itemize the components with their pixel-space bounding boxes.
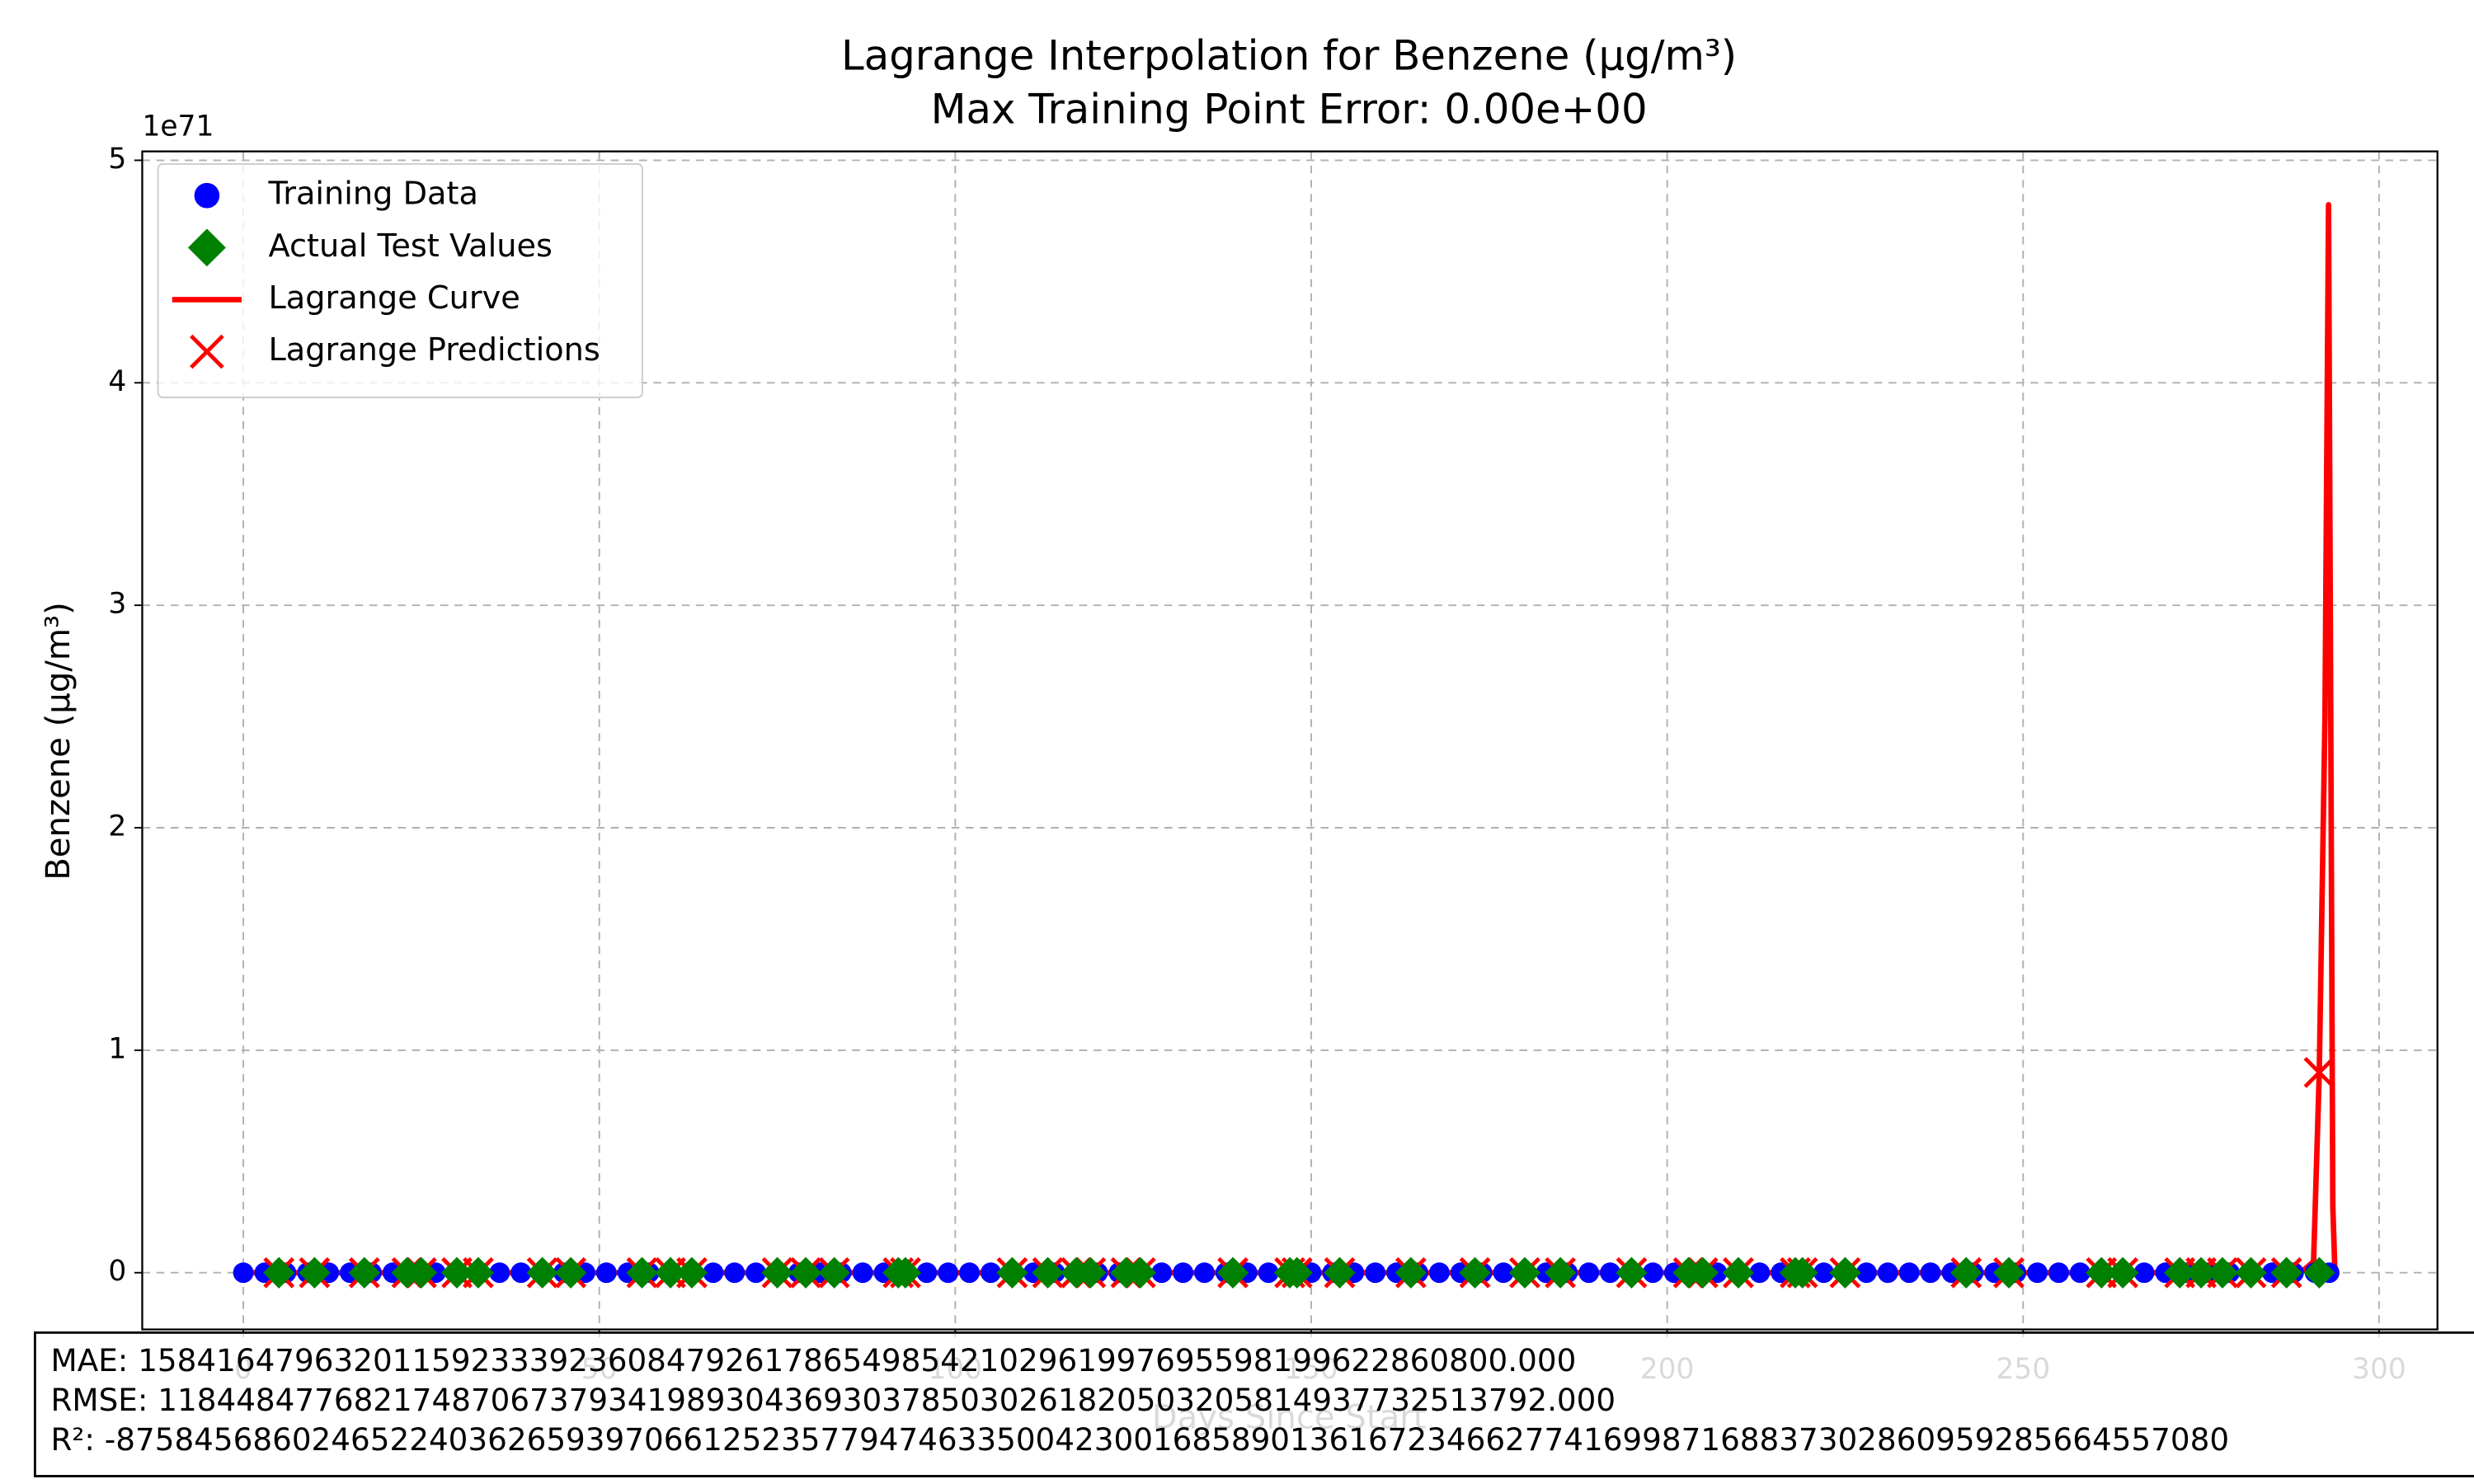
legend-box: [157, 162, 643, 398]
training-point: [1173, 1262, 1194, 1284]
test-point: [405, 1256, 438, 1289]
test-point: [348, 1256, 380, 1289]
test-point: [2303, 1256, 2335, 1289]
training-point: [852, 1262, 873, 1284]
training-point: [724, 1262, 745, 1284]
test-point: [1992, 1256, 2025, 1289]
test-point: [1616, 1256, 1648, 1289]
training-point: [1194, 1262, 1215, 1284]
test-point: [1075, 1256, 1107, 1289]
training-point: [595, 1262, 617, 1284]
test-point: [2086, 1256, 2118, 1289]
training-point: [1578, 1262, 1600, 1284]
training-point: [1856, 1262, 1877, 1284]
test-point: [1950, 1256, 1982, 1289]
y-offset-label: 1e71: [142, 110, 214, 143]
legend-marker: [190, 334, 224, 369]
prediction-point: [2303, 1056, 2335, 1088]
training-point: [981, 1262, 1001, 1284]
test-point: [889, 1256, 922, 1289]
training-point: [1600, 1262, 1620, 1284]
test-point: [1124, 1256, 1156, 1289]
training-point: [1642, 1262, 1663, 1284]
test-point: [1722, 1256, 1755, 1289]
training-point: [938, 1262, 959, 1284]
legend-label: Training Data: [268, 176, 478, 213]
training-point: [959, 1262, 981, 1284]
test-point: [1216, 1256, 1249, 1289]
chart-subtitle: Max Training Point Error: 0.00e+00: [931, 85, 1648, 133]
training-point: [2048, 1262, 2069, 1284]
training-point: [916, 1262, 938, 1284]
training-point: [1813, 1262, 1834, 1284]
test-point: [1395, 1256, 1427, 1289]
test-point: [299, 1256, 331, 1289]
test-point: [1324, 1256, 1356, 1289]
training-point: [1151, 1262, 1173, 1284]
legend-label: Actual Test Values: [269, 228, 553, 265]
training-point: [1493, 1262, 1514, 1284]
training-point: [489, 1262, 510, 1284]
test-point: [555, 1256, 587, 1289]
test-point: [2270, 1256, 2302, 1289]
training-point: [1258, 1262, 1279, 1284]
test-point: [1508, 1256, 1541, 1289]
metrics-text: R²: -87584568602465224036265939706612523…: [51, 1421, 2230, 1458]
metrics-text: RMSE: 1184484776821748706737934198930436…: [51, 1382, 1616, 1418]
metrics-text: MAE: 15841647963201159233392360847926178…: [51, 1342, 1577, 1378]
test-point: [675, 1256, 708, 1289]
test-point: [1459, 1256, 1491, 1289]
test-point: [263, 1256, 295, 1289]
test-point: [1281, 1256, 1313, 1289]
test-point: [2235, 1256, 2267, 1289]
y-tick-label: 0: [108, 1255, 126, 1288]
y-tick-label: 3: [108, 588, 126, 621]
metrics-box: [33, 1331, 2474, 1477]
y-tick-label: 2: [108, 810, 126, 843]
test-point: [996, 1256, 1028, 1289]
training-point: [703, 1262, 724, 1284]
training-point: [2027, 1262, 2048, 1284]
test-point: [1829, 1256, 1861, 1289]
training-point: [1898, 1262, 1920, 1284]
test-point: [526, 1256, 558, 1289]
test-point: [440, 1256, 473, 1289]
training-point: [1365, 1262, 1386, 1284]
training-point: [2133, 1262, 2155, 1284]
y-tick-label: 4: [108, 365, 126, 398]
test-point: [1786, 1256, 1818, 1289]
training-point: [1877, 1262, 1898, 1284]
legend-label: Lagrange Curve: [269, 279, 520, 317]
training-point: [233, 1262, 254, 1284]
training-point: [1920, 1262, 1941, 1284]
test-point: [626, 1256, 658, 1289]
y-tick-label: 1: [108, 1032, 126, 1065]
test-point: [2185, 1256, 2218, 1289]
y-tick-label: 5: [108, 143, 126, 176]
plot-frame: [141, 150, 2439, 1331]
test-point: [2206, 1256, 2239, 1289]
test-point: [1032, 1256, 1064, 1289]
legend-label: Lagrange Predictions: [269, 331, 600, 369]
legend-marker: [194, 182, 220, 209]
test-point: [789, 1256, 822, 1289]
test-point: [654, 1256, 687, 1289]
training-point: [510, 1262, 532, 1284]
chart-title: Lagrange Interpolation for Benzene (µg/m…: [841, 31, 1737, 79]
test-point: [1544, 1256, 1577, 1289]
training-point: [745, 1262, 767, 1284]
test-point: [818, 1256, 850, 1289]
test-point: [2106, 1256, 2139, 1289]
training-point: [1428, 1262, 1450, 1284]
training-point: [2069, 1262, 2091, 1284]
curve: [243, 202, 2338, 1276]
y-axis-label: Benzene (µg/m³): [40, 602, 78, 881]
training-point: [1749, 1262, 1771, 1284]
